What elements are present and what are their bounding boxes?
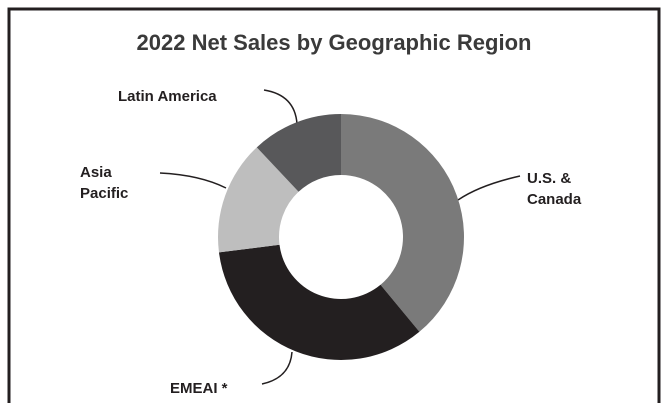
leader-line [159,172,227,189]
leader-line [457,175,521,201]
chart-title: 2022 Net Sales by Geographic Region [136,30,532,55]
leader-line [261,351,293,385]
leader-line [263,89,298,125]
donut-slice [218,244,420,360]
slice-label: EMEAI * [170,380,228,397]
leader-lines [159,89,521,385]
donut-slice [256,114,341,192]
slice-label: U.S. & Canada [527,170,582,208]
donut-slice [341,114,464,332]
frame [7,7,661,403]
slice-label: Latin America [118,88,217,105]
donut-slice [218,147,299,253]
slice-label: Asia Pacific [80,164,129,202]
